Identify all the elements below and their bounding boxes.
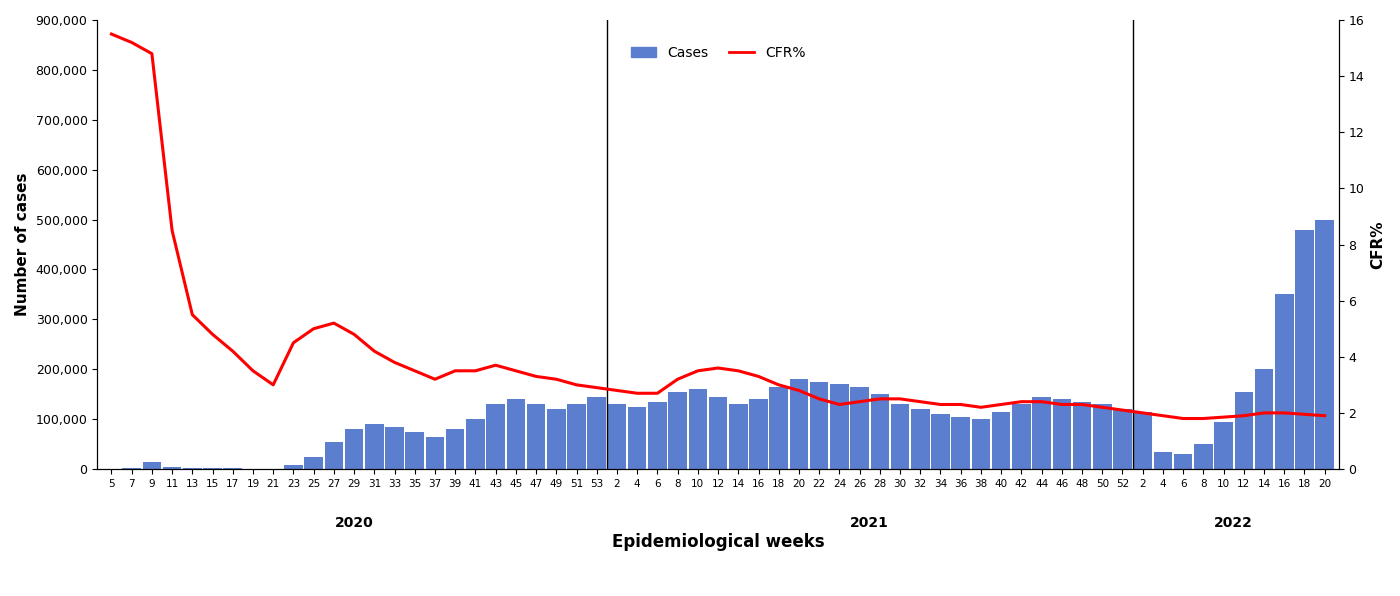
Bar xyxy=(1032,397,1051,469)
Bar xyxy=(1275,294,1294,469)
Bar xyxy=(1093,404,1112,469)
Bar xyxy=(729,404,748,469)
Bar xyxy=(304,457,323,469)
Bar xyxy=(162,467,182,469)
Bar xyxy=(952,417,970,469)
Bar xyxy=(1134,412,1152,469)
Bar xyxy=(1072,402,1092,469)
X-axis label: Epidemiological weeks: Epidemiological weeks xyxy=(612,533,825,551)
Bar xyxy=(1214,421,1233,469)
Bar xyxy=(365,424,384,469)
Bar xyxy=(1235,392,1253,469)
Bar xyxy=(1316,219,1334,469)
Bar xyxy=(850,387,869,469)
Bar xyxy=(445,429,465,469)
Bar xyxy=(890,404,910,469)
Bar xyxy=(648,402,666,469)
Bar xyxy=(1173,454,1193,469)
Bar xyxy=(325,442,343,469)
Y-axis label: Number of cases: Number of cases xyxy=(15,173,29,316)
Bar xyxy=(183,468,202,469)
Y-axis label: CFR%: CFR% xyxy=(1371,221,1385,269)
Text: 2022: 2022 xyxy=(1214,516,1253,530)
Bar xyxy=(224,468,242,469)
Text: 2021: 2021 xyxy=(850,516,889,530)
Bar xyxy=(1254,370,1274,469)
Bar xyxy=(749,399,767,469)
Bar xyxy=(790,379,808,469)
Bar xyxy=(426,437,444,469)
Bar xyxy=(143,461,161,469)
Bar xyxy=(526,404,546,469)
Bar xyxy=(588,397,606,469)
Bar xyxy=(507,399,525,469)
Bar xyxy=(567,404,585,469)
Bar xyxy=(1194,444,1212,469)
Bar xyxy=(547,409,566,469)
Bar xyxy=(1012,404,1030,469)
Legend: Cases, CFR%: Cases, CFR% xyxy=(626,41,811,66)
Bar xyxy=(991,412,1011,469)
Bar xyxy=(486,404,505,469)
Bar xyxy=(911,409,930,469)
Bar xyxy=(871,394,889,469)
Bar xyxy=(931,414,949,469)
Bar xyxy=(203,468,221,469)
Bar xyxy=(608,404,626,469)
Bar xyxy=(1113,409,1131,469)
Bar xyxy=(466,419,484,469)
Bar xyxy=(1154,452,1172,469)
Text: 2020: 2020 xyxy=(335,516,374,530)
Bar xyxy=(344,429,364,469)
Bar xyxy=(1295,229,1313,469)
Bar xyxy=(627,406,647,469)
Bar xyxy=(809,381,829,469)
Bar xyxy=(1053,399,1071,469)
Bar xyxy=(284,464,302,469)
Bar xyxy=(668,392,687,469)
Bar xyxy=(830,384,848,469)
Bar xyxy=(689,389,707,469)
Bar xyxy=(972,419,990,469)
Bar xyxy=(406,432,424,469)
Bar xyxy=(385,427,403,469)
Bar xyxy=(708,397,728,469)
Bar xyxy=(122,468,141,469)
Bar xyxy=(770,387,788,469)
